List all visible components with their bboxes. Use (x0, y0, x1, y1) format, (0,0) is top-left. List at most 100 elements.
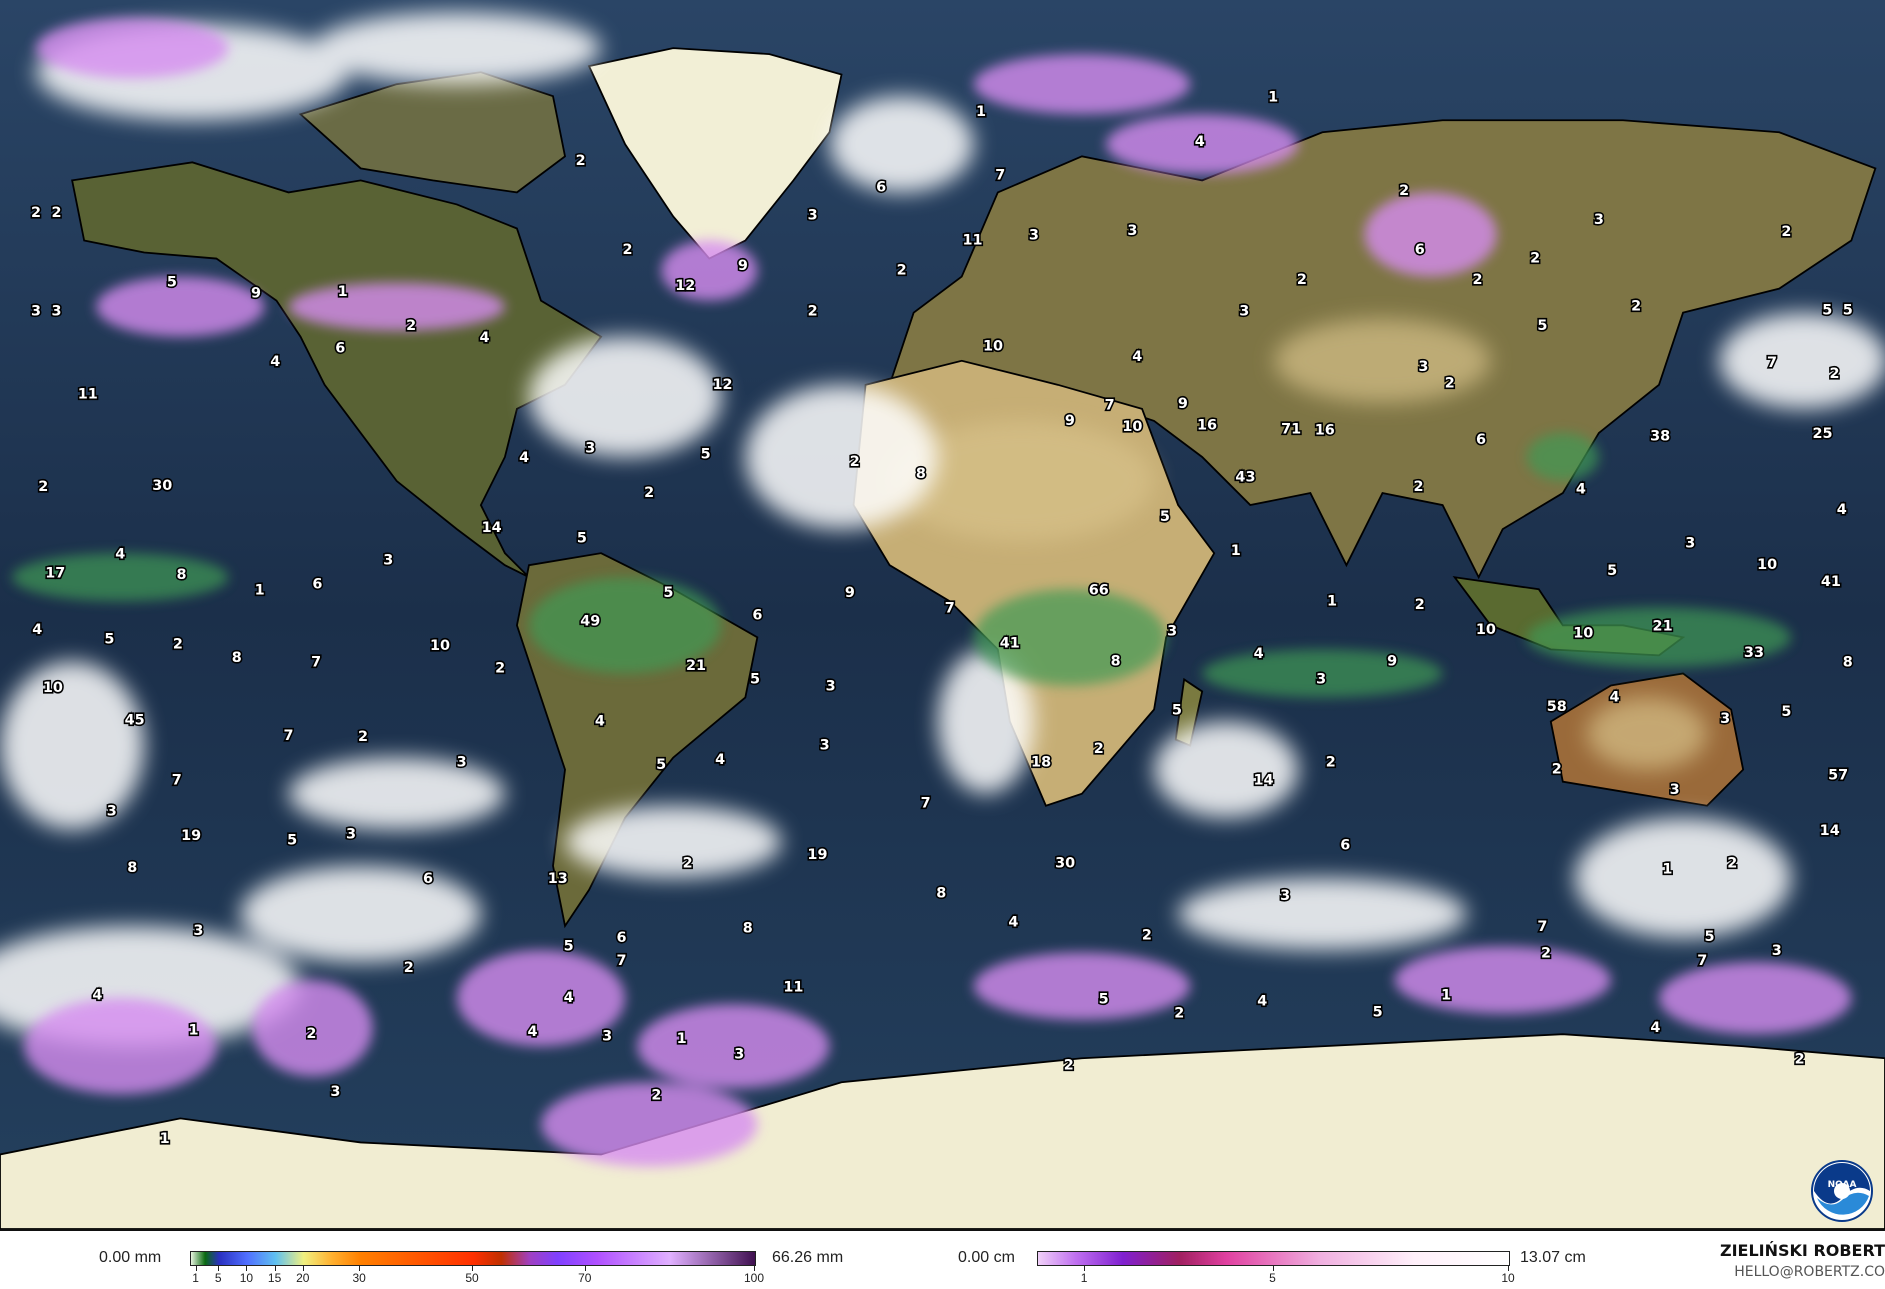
precip-value-label: 19 (181, 828, 201, 844)
precip-value-label: 5 (701, 447, 711, 463)
precip-value-label: 1 (1268, 89, 1278, 105)
precip-value-label: 1 (338, 284, 348, 300)
precip-value-label: 3 (1127, 223, 1137, 239)
precip-value-label: 7 (1767, 355, 1777, 371)
legend-tick (302, 1265, 304, 1271)
precip-value-label: 4 (479, 330, 489, 346)
precip-value-label: 2 (306, 1026, 316, 1042)
precip-value-label: 18 (1031, 754, 1051, 770)
precip-value-label: 33 (1744, 645, 1764, 661)
precip-value-label: 17 (45, 566, 65, 582)
precip-value-label: 9 (845, 585, 855, 601)
legend-tick-label: 70 (578, 1271, 592, 1285)
precip-value-label: 4 (1837, 502, 1847, 518)
precip-value-label: 3 (346, 827, 356, 843)
precip-value-label: 6 (752, 608, 762, 624)
north-america (71, 161, 603, 579)
precip-value-label: 9 (1065, 413, 1075, 429)
precip-value-label: 16 (1197, 418, 1217, 434)
precip-value-label: 2 (1530, 251, 1540, 267)
rain-colorbar (190, 1251, 756, 1266)
precip-value-label: 66 (1089, 582, 1109, 598)
precip-value-label: 3 (31, 303, 41, 319)
precip-value-label: 2 (1631, 299, 1641, 315)
precip-value-label: 4 (1254, 646, 1264, 662)
precip-value-label: 45 (125, 712, 145, 728)
precip-value-label: 10 (1573, 626, 1593, 642)
precip-value-label: 8 (177, 567, 187, 583)
legend-tick-label: 5 (214, 1271, 222, 1285)
precip-value-label: 1 (255, 582, 265, 598)
precip-value-label: 3 (1280, 888, 1290, 904)
precip-value-label: 2 (1414, 479, 1424, 495)
rain-min-label: 0.00 mm (99, 1249, 162, 1266)
precip-value-label: 4 (32, 622, 42, 638)
precip-value-label: 10 (430, 638, 450, 654)
legend-tick (274, 1265, 276, 1271)
precip-value-label: 2 (1297, 272, 1307, 288)
precip-value-label: 2 (51, 205, 61, 221)
legend-tick-label: 10 (239, 1271, 254, 1285)
precip-value-label: 5 (750, 671, 760, 687)
precip-value-label: 7 (1537, 919, 1547, 935)
legend-tick-label: 5 (1269, 1271, 1276, 1285)
precip-value-label: 8 (127, 860, 137, 876)
snow-colorbar (1037, 1251, 1510, 1266)
precip-value-label: 4 (1132, 349, 1142, 365)
precip-value-label: 10 (983, 338, 1003, 354)
legend-tick (754, 1265, 755, 1271)
precip-value-label: 5 (656, 757, 666, 773)
legend-tick (584, 1265, 586, 1271)
precip-value-label: 3 (1685, 536, 1695, 552)
precip-value-label: 4 (92, 988, 102, 1004)
precip-value-label: 2 (1174, 1006, 1184, 1022)
precip-value-label: 3 (1772, 943, 1782, 959)
precip-value-label: 14 (1253, 772, 1273, 788)
precip-value-label: 57 (1828, 768, 1848, 784)
precip-value-label: 49 (580, 614, 600, 630)
precip-value-label: 2 (1472, 272, 1482, 288)
precip-value-label: 1 (1662, 861, 1672, 877)
legend-tick (359, 1265, 361, 1271)
legend-tick-label: 15 (267, 1271, 282, 1285)
precip-value-label: 2 (651, 1088, 661, 1104)
precip-value-label: 2 (1142, 928, 1152, 944)
precip-value-label: 1 (1231, 543, 1241, 559)
precip-value-label: 2 (1552, 762, 1562, 778)
snow-min-label: 0.00 cm (958, 1249, 1015, 1266)
precip-value-label: 8 (232, 650, 242, 666)
precip-value-label: 8 (916, 466, 926, 482)
precip-value-label: 2 (897, 263, 907, 279)
precip-value-label: 2 (683, 855, 693, 871)
precip-value-label: 3 (1594, 212, 1604, 228)
legend-tick-label: 10 (1501, 1271, 1515, 1285)
legend-tick (472, 1265, 473, 1271)
precip-value-label: 10 (1122, 419, 1142, 435)
precip-value-label: 8 (936, 885, 946, 901)
precip-value-label: 41 (1000, 635, 1020, 651)
precip-value-label: 2 (644, 485, 654, 501)
precip-value-label: 12 (712, 377, 732, 393)
precip-value-label: 5 (1172, 703, 1182, 719)
legend-tick (1084, 1265, 1086, 1271)
precip-value-label: 16 (1315, 423, 1335, 439)
precip-value-label: 6 (1340, 837, 1350, 853)
precip-value-label: 4 (528, 1024, 538, 1040)
precip-value-label: 3 (1167, 623, 1177, 639)
precip-value-label: 4 (1008, 914, 1018, 930)
precip-value-label: 21 (1653, 619, 1673, 635)
precip-value-label: 7 (995, 168, 1005, 184)
precip-value-label: 7 (311, 655, 321, 671)
precip-value-label: 2 (1094, 741, 1104, 757)
precip-value-label: 3 (193, 923, 203, 939)
desert-areas (889, 318, 1708, 770)
precip-value-label: 2 (850, 454, 860, 470)
noaa-logo: NOAA (1811, 1160, 1873, 1222)
precipitation-areas (12, 432, 1792, 698)
legend-tick (218, 1265, 220, 1271)
precip-value-label: 14 (482, 520, 502, 536)
precip-value-label: 2 (1445, 376, 1455, 392)
precip-value-label: 1 (976, 104, 986, 120)
precip-value-label: 6 (1415, 242, 1425, 258)
legend-tick-label: 1 (1080, 1271, 1088, 1285)
